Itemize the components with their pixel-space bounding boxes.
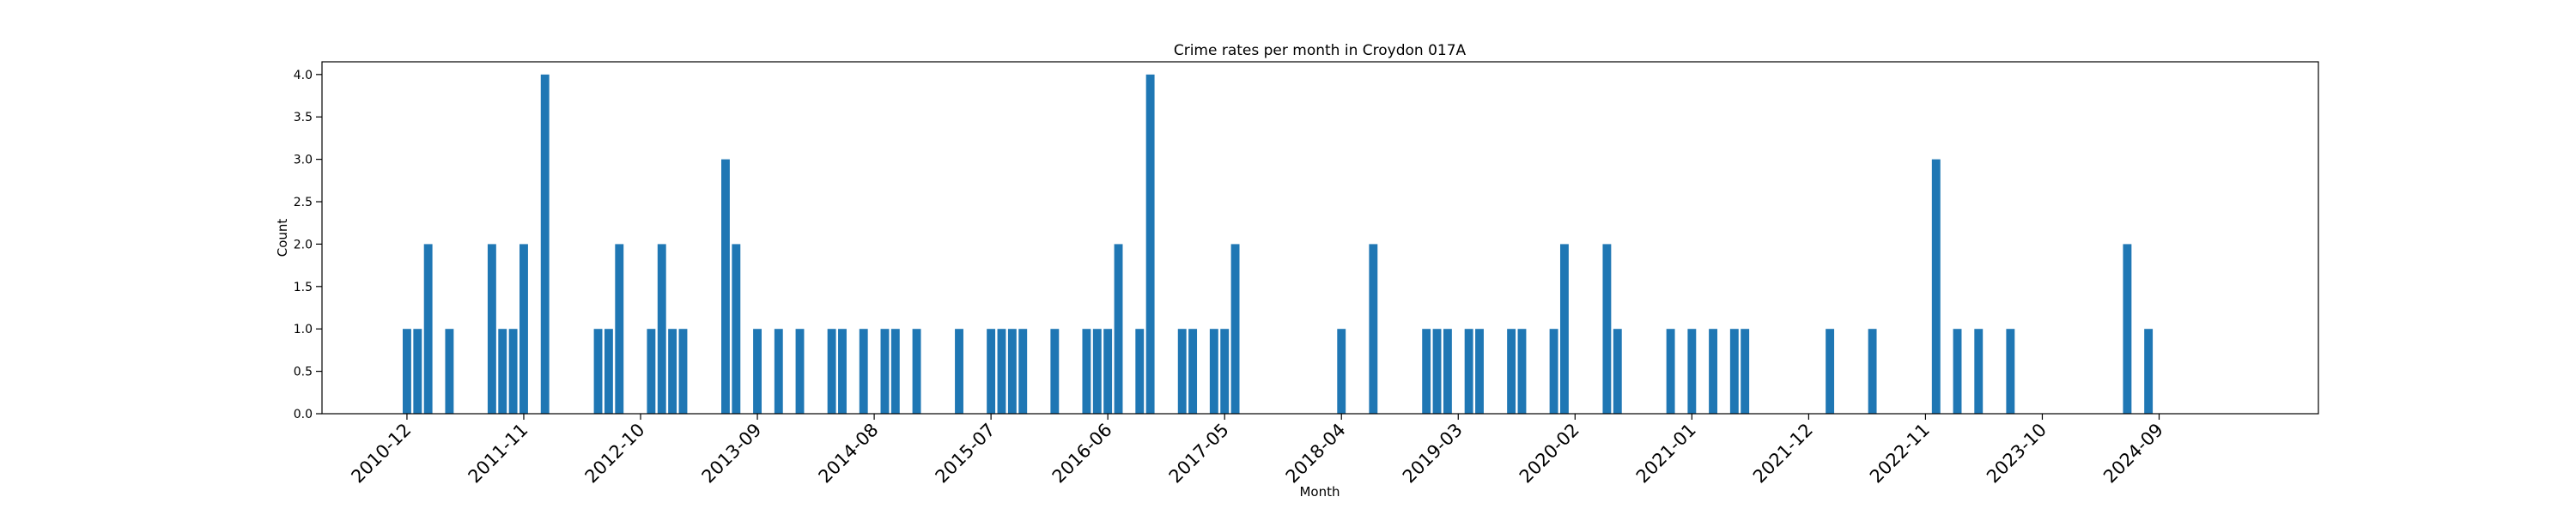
bar-2019-09 — [1517, 329, 1527, 414]
y-tick-label: 3.5 — [294, 111, 313, 124]
bar-2012-07 — [604, 329, 613, 414]
y-tick-label: 1.5 — [294, 281, 313, 294]
y-tick-label: 0.0 — [294, 408, 313, 421]
bar-2016-01 — [1050, 329, 1060, 414]
bar-2014-05 — [838, 329, 847, 414]
bar-2011-09 — [498, 329, 507, 414]
bar-2014-04 — [827, 329, 836, 414]
x-axis-label: Month — [1299, 484, 1340, 500]
bar-2024-08 — [2144, 329, 2154, 414]
bar-2018-12 — [1422, 329, 1431, 414]
plot-area-frame — [321, 61, 2319, 415]
y-tick-label: 2.0 — [294, 238, 313, 251]
bar-2016-10 — [1145, 74, 1155, 414]
bar-2020-06 — [1613, 329, 1622, 414]
bar-2015-08 — [997, 329, 1006, 414]
bar-2015-07 — [987, 329, 996, 414]
bar-2011-08 — [487, 244, 496, 414]
bar-2020-01 — [1559, 244, 1569, 414]
bar-2017-06 — [1230, 244, 1240, 414]
bar-2011-01 — [413, 329, 422, 414]
bar-2012-12 — [657, 244, 666, 414]
bar-2012-01 — [540, 74, 550, 414]
bar-2016-05 — [1092, 329, 1102, 414]
bar-2019-08 — [1507, 329, 1516, 414]
bar-2016-09 — [1135, 329, 1145, 414]
bar-2017-02 — [1188, 329, 1198, 414]
bar-2017-01 — [1177, 329, 1187, 414]
bar-2013-07 — [732, 244, 741, 414]
bar-2020-11 — [1666, 329, 1675, 414]
bar-2018-07 — [1369, 244, 1378, 414]
bar-2013-02 — [678, 329, 688, 414]
bar-2018-04 — [1337, 329, 1346, 414]
bar-2012-08 — [615, 244, 624, 414]
bar-2013-11 — [774, 329, 783, 414]
chart-title: Crime rates per month in Croydon 017A — [1174, 42, 1467, 59]
bar-2016-04 — [1082, 329, 1091, 414]
bar-2014-01 — [795, 329, 805, 414]
bar-2014-10 — [890, 329, 900, 414]
bar-2015-09 — [1007, 329, 1017, 414]
bar-2019-12 — [1549, 329, 1558, 414]
bar-2019-04 — [1464, 329, 1473, 414]
bar-2022-02 — [1826, 329, 1835, 414]
bar-2023-07 — [2006, 329, 2015, 414]
bar-2013-01 — [668, 329, 677, 414]
bar-series — [402, 74, 2154, 415]
bar-2011-02 — [423, 244, 433, 414]
bar-2021-06 — [1741, 329, 1750, 414]
bar-2014-12 — [912, 329, 921, 414]
y-axis: 0.0 0.5 1.0 1.5 2.0 2.5 3.0 3.5 4.0 — [294, 69, 322, 421]
bar-2016-06 — [1103, 329, 1113, 414]
bar-2017-05 — [1220, 329, 1230, 414]
bar-2012-06 — [593, 329, 603, 414]
bar-2013-06 — [721, 159, 730, 415]
bar-2019-05 — [1475, 329, 1484, 414]
y-tick-label: 3.0 — [294, 154, 313, 167]
bar-2014-07 — [859, 329, 868, 414]
bar-2011-10 — [508, 329, 518, 414]
bar-2021-05 — [1729, 329, 1739, 414]
bar-2019-01 — [1432, 329, 1442, 414]
bar-2023-02 — [1953, 329, 1962, 414]
bar-2014-09 — [880, 329, 890, 414]
bar-2022-06 — [1868, 329, 1877, 414]
bar-2012-11 — [647, 329, 656, 414]
bar-2015-04 — [955, 329, 963, 414]
bar-2010-12 — [402, 329, 411, 414]
bar-2016-07 — [1114, 244, 1123, 414]
y-tick-label: 4.0 — [294, 69, 313, 82]
bar-2021-03 — [1709, 329, 1718, 414]
bar-2013-09 — [753, 329, 762, 414]
bar-2021-01 — [1687, 329, 1697, 414]
y-tick-label: 1.0 — [294, 323, 313, 336]
bar-2015-10 — [1018, 329, 1028, 414]
bar-2011-04 — [445, 329, 454, 414]
bar-2017-04 — [1209, 329, 1218, 414]
y-tick-label: 2.5 — [294, 196, 313, 209]
bar-2022-12 — [1931, 159, 1941, 415]
bar-2011-11 — [519, 244, 528, 414]
bar-2019-02 — [1443, 329, 1452, 414]
bar-2020-05 — [1602, 244, 1612, 414]
bar-2024-06 — [2123, 244, 2132, 414]
y-tick-label: 0.5 — [294, 366, 313, 379]
y-axis-label: Count — [275, 219, 290, 258]
bar-2023-04 — [1974, 329, 1984, 414]
